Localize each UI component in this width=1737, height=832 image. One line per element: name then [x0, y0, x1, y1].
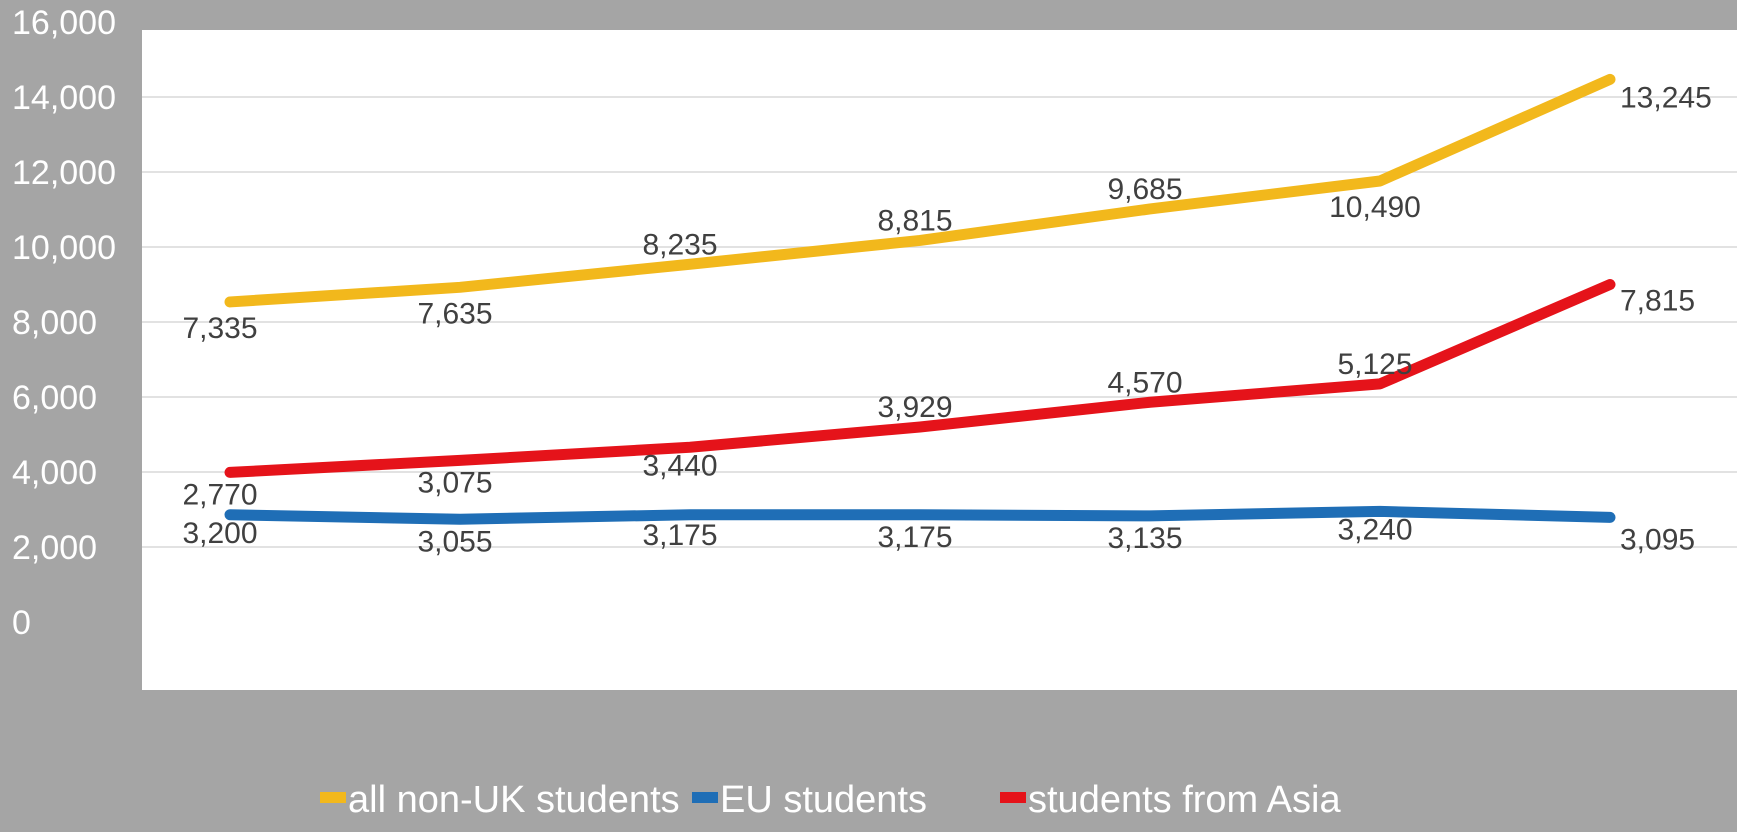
- x-tick-label: 2014-15: [161, 651, 288, 698]
- data-label: 3,175: [642, 519, 717, 552]
- legend-label: EU students: [720, 779, 927, 821]
- data-label: 3,240: [1337, 513, 1412, 546]
- data-label: 5,125: [1337, 348, 1412, 381]
- data-label: 8,235: [642, 228, 717, 261]
- data-labels: 7,335 7,635 8,235 8,815 9,685 10,490 13,245 3,2…: [182, 81, 1711, 558]
- y-tick-label: 16,000: [12, 4, 116, 42]
- data-label: 3,055: [417, 525, 492, 558]
- series-line: [224, 73, 1616, 308]
- legend-label: students from Asia: [1028, 779, 1341, 821]
- data-label: 7,815: [1620, 285, 1695, 318]
- y-tick-label: 2,000: [12, 529, 97, 567]
- x-tick-label: 2016-17: [621, 651, 748, 698]
- data-label: 4,570: [1107, 366, 1182, 399]
- data-label: 7,635: [417, 297, 492, 330]
- y-axis: 0 2,000 4,000 6,000 8,000 10,000 12,000 14,000 1…: [12, 4, 116, 642]
- series-line: [224, 505, 1616, 525]
- data-label: 3,135: [1107, 522, 1182, 555]
- x-tick-label: 2020-21: [1541, 651, 1668, 698]
- x-axis: 2014-15 2015-16 2016-17 2017-18 2018-19 2019-…: [161, 651, 1668, 698]
- series-line: [224, 279, 1616, 478]
- y-tick-label: 4,000: [12, 454, 97, 492]
- x-tick-label: 2015-16: [391, 651, 518, 698]
- legend-swatch: [1000, 792, 1026, 803]
- data-label: 3,095: [1620, 523, 1695, 556]
- y-tick-label: 10,000: [12, 229, 116, 267]
- legend-swatch: [320, 792, 346, 803]
- series-lines: [224, 73, 1616, 525]
- y-tick-label: 12,000: [12, 154, 116, 192]
- data-label: 2,770: [182, 478, 257, 511]
- data-label: 3,200: [182, 517, 257, 550]
- data-label: 3,175: [877, 521, 952, 554]
- y-tick-label: 6,000: [12, 379, 97, 417]
- x-tick-label: 2017-18: [851, 651, 978, 698]
- y-tick-label: 8,000: [12, 304, 97, 342]
- legend-swatch: [692, 792, 718, 803]
- data-label: 3,075: [417, 466, 492, 499]
- y-tick-label: 14,000: [12, 79, 116, 117]
- data-label: 13,245: [1620, 81, 1712, 114]
- data-label: 3,929: [877, 391, 952, 424]
- y-tick-label: 0: [12, 604, 31, 642]
- legend-label: all non-UK students: [348, 779, 680, 821]
- data-label: 7,335: [182, 312, 257, 345]
- data-label: 8,815: [877, 204, 952, 237]
- x-tick-label: 2018-19: [1081, 651, 1208, 698]
- data-label: 9,685: [1107, 173, 1182, 206]
- data-label: 10,490: [1329, 191, 1421, 224]
- data-label: 3,440: [642, 449, 717, 482]
- legend: all non-UK students EU students students f…: [320, 779, 1341, 821]
- gridlines: [142, 96, 1737, 548]
- x-tick-label: 2019-20: [1311, 651, 1438, 698]
